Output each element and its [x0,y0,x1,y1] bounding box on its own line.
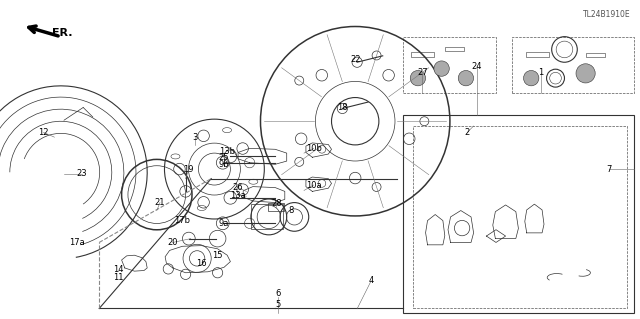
Text: 20: 20 [168,238,178,247]
Circle shape [434,61,449,76]
Bar [403,37,496,93]
Bar [586,53,605,57]
Text: 21: 21 [155,198,165,207]
Text: 5: 5 [276,300,281,309]
Text: 15: 15 [212,251,223,260]
Text: 4: 4 [369,276,374,285]
Bar [413,126,627,308]
Text: 11: 11 [113,273,124,282]
Text: 2: 2 [465,128,470,137]
Text: 6: 6 [276,289,281,298]
Text: 18: 18 [337,103,348,112]
Bar [445,47,464,51]
Text: 8: 8 [289,206,294,215]
Text: 17a: 17a [69,238,84,247]
Text: 13b: 13b [219,147,236,156]
Circle shape [410,70,426,86]
Text: 1: 1 [538,68,543,77]
Text: 7: 7 [607,165,612,174]
Bar [526,52,549,57]
Text: 24: 24 [472,62,482,71]
Text: 19: 19 [184,165,194,174]
Bar [403,115,634,313]
Text: 26: 26 [233,183,243,192]
Text: 14: 14 [113,265,124,274]
Text: TL24B1910E: TL24B1910E [583,10,630,19]
Bar [269,203,285,211]
Text: 23: 23 [77,169,87,178]
Text: 13a: 13a [230,191,246,200]
Text: 25: 25 [219,153,229,162]
Circle shape [576,64,595,83]
Text: 28: 28 [271,199,282,208]
Text: 27: 27 [417,68,428,77]
Bar [411,52,434,57]
Text: 9b: 9b [219,160,229,169]
Text: 3: 3 [193,133,198,142]
Text: FR.: FR. [52,28,72,38]
Bar [251,204,283,229]
Bar [512,37,634,93]
Text: 10b: 10b [306,144,321,153]
Text: 12: 12 [38,128,49,137]
Text: 17b: 17b [174,216,191,225]
Circle shape [458,70,474,86]
Text: 16: 16 [196,259,207,268]
Text: 10a: 10a [306,181,321,189]
Text: 9a: 9a [219,219,229,228]
Text: 22: 22 [350,55,360,63]
Circle shape [524,70,539,86]
